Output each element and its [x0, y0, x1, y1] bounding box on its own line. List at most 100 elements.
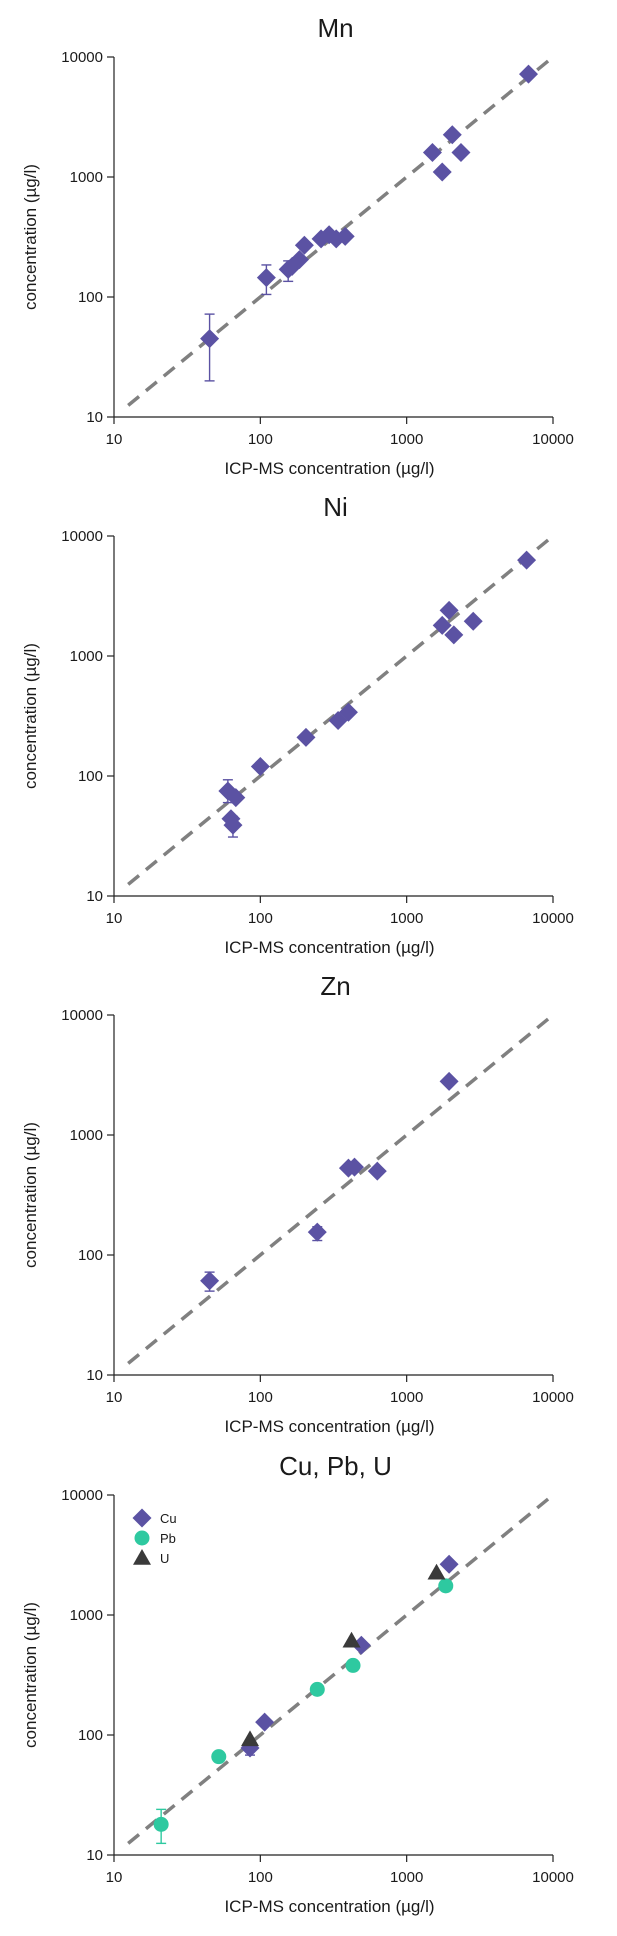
data-point	[153, 1816, 169, 1832]
y-tick-label: 100	[78, 768, 103, 785]
x-tick-label: 10000	[532, 1869, 574, 1886]
data-point	[338, 702, 358, 722]
y-tick-label: 10000	[61, 1007, 103, 1024]
x-axis-label: ICP-MS concentration (µg/l)	[224, 459, 434, 478]
x-tick-label: 100	[248, 1869, 273, 1886]
data-point	[309, 1681, 325, 1697]
chart-panel: Ni 10 100 1000 10000 10 100 1000 10000 ICP-MS con…	[21, 492, 574, 957]
x-tick-label: 100	[248, 910, 273, 927]
reference-line	[127, 1016, 551, 1365]
data-point	[200, 1271, 220, 1291]
data-point	[439, 1071, 459, 1091]
data-series	[241, 1563, 446, 1747]
data-point	[296, 727, 316, 747]
data-point	[255, 1712, 275, 1732]
x-tick-label: 1000	[390, 910, 423, 927]
legend-label: Cu	[160, 1511, 177, 1526]
data-point	[250, 756, 270, 776]
data-point	[351, 1635, 371, 1655]
data-point	[463, 611, 483, 631]
y-tick-label: 1000	[70, 1607, 103, 1624]
y-tick-label: 10	[86, 888, 103, 905]
data-point	[344, 1157, 364, 1177]
x-tick-label: 100	[248, 431, 273, 448]
chart-panel: Mn 10 100 1000 10000 10 100 1000 10000 ICP-MS con…	[21, 13, 574, 478]
data-point	[211, 1749, 227, 1765]
data-point	[345, 1657, 361, 1673]
data-point	[256, 268, 276, 288]
legend-label: Pb	[160, 1531, 176, 1546]
x-tick-label: 1000	[390, 1389, 423, 1406]
chart-panel: Cu, Pb, U 10 100 1000 10000 10 100 1000 10000 ICP…	[21, 1451, 574, 1916]
data-series	[240, 1554, 459, 1758]
x-tick-label: 1000	[390, 431, 423, 448]
x-tick-label: 10	[106, 1869, 123, 1886]
legend-marker	[134, 1530, 150, 1546]
y-tick-label: 10	[86, 409, 103, 426]
y-axis-label: concentration (µg/l)	[21, 1122, 40, 1268]
data-point	[427, 1563, 446, 1580]
y-axis-label: concentration (µg/l)	[21, 1602, 40, 1748]
data-point	[307, 1222, 327, 1242]
reference-line	[127, 1496, 551, 1845]
data-point	[444, 625, 464, 645]
y-axis-label: concentration (µg/l)	[21, 164, 40, 310]
data-series	[200, 64, 538, 382]
y-tick-label: 10	[86, 1847, 103, 1864]
data-point	[200, 329, 220, 349]
legend-marker	[133, 1549, 151, 1565]
data-point	[342, 1631, 361, 1648]
data-point	[422, 143, 442, 163]
x-tick-label: 10	[106, 431, 123, 448]
y-tick-label: 1000	[70, 1127, 103, 1144]
data-series	[218, 550, 537, 838]
data-point	[442, 125, 462, 145]
x-tick-label: 10	[106, 910, 123, 927]
legend: Cu Pb U	[132, 1508, 177, 1566]
chart-title: Ni	[323, 492, 348, 522]
data-point	[518, 64, 538, 84]
data-point	[335, 226, 355, 246]
data-point	[226, 788, 246, 808]
x-axis-label: ICP-MS concentration (µg/l)	[224, 1417, 434, 1436]
data-series	[153, 1578, 454, 1845]
data-point	[294, 235, 314, 255]
legend-marker	[132, 1508, 152, 1528]
x-tick-label: 100	[248, 1389, 273, 1406]
reference-line	[127, 537, 551, 886]
x-tick-label: 10000	[532, 910, 574, 927]
y-tick-label: 1000	[70, 169, 103, 186]
chart-title: Cu, Pb, U	[279, 1451, 392, 1481]
y-tick-label: 100	[78, 289, 103, 306]
data-point	[223, 815, 243, 835]
chart-panel: Zn 10 100 1000 10000 10 100 1000 10000 ICP-MS con…	[21, 971, 574, 1436]
x-axis-label: ICP-MS concentration (µg/l)	[224, 938, 434, 957]
y-axis-label: concentration (µg/l)	[21, 643, 40, 789]
y-tick-label: 10	[86, 1367, 103, 1384]
x-tick-label: 10000	[532, 1389, 574, 1406]
data-point	[432, 615, 452, 635]
y-tick-label: 1000	[70, 648, 103, 665]
x-tick-label: 1000	[390, 1869, 423, 1886]
x-tick-label: 10	[106, 1389, 123, 1406]
data-point	[241, 1730, 260, 1747]
chart-title: Zn	[320, 971, 350, 1001]
y-tick-label: 10000	[61, 1487, 103, 1504]
x-axis-label: ICP-MS concentration (µg/l)	[224, 1897, 434, 1916]
data-point	[451, 143, 471, 163]
data-point	[367, 1161, 387, 1181]
data-point	[432, 162, 452, 182]
y-tick-label: 10000	[61, 528, 103, 545]
data-point	[517, 550, 537, 570]
y-tick-label: 100	[78, 1727, 103, 1744]
data-point	[289, 250, 309, 270]
legend-label: U	[160, 1551, 169, 1566]
data-point	[439, 600, 459, 620]
data-point	[439, 1554, 459, 1574]
x-tick-label: 10000	[532, 431, 574, 448]
chart-title: Mn	[317, 13, 353, 43]
y-tick-label: 100	[78, 1247, 103, 1264]
y-tick-label: 10000	[61, 49, 103, 66]
data-series	[200, 1071, 459, 1292]
